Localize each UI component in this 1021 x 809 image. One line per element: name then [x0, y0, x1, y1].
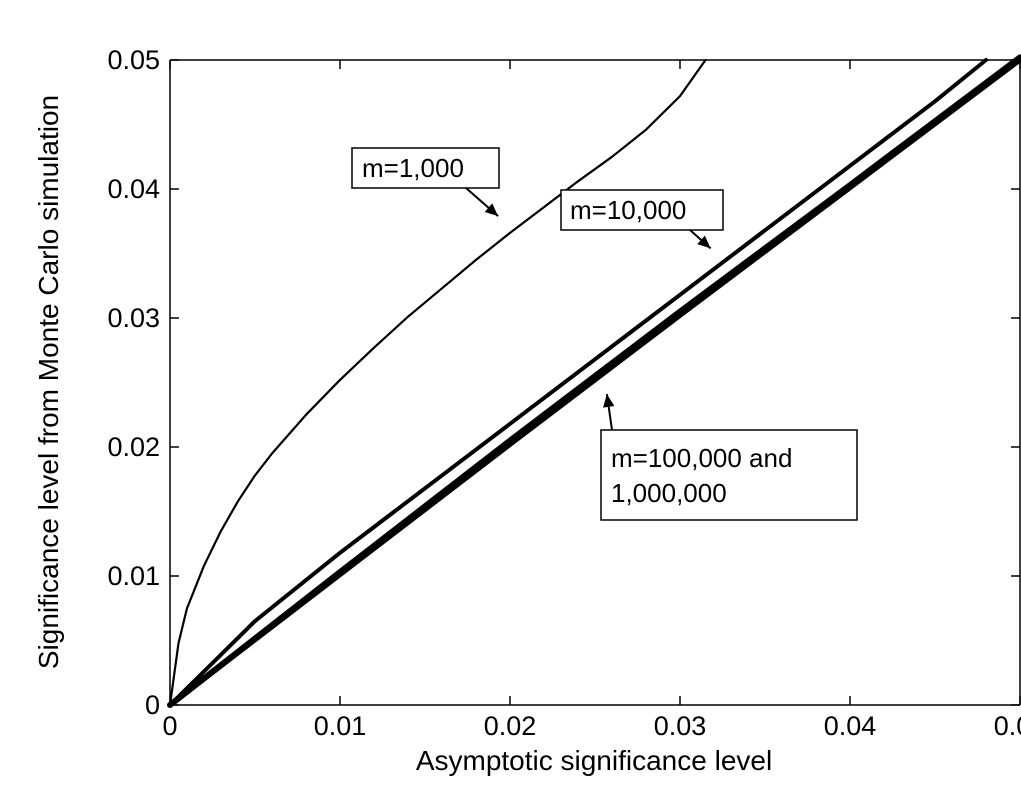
annotation-box: [351, 147, 500, 189]
x-tick-label: 0.01: [314, 711, 367, 741]
y-tick-label: 0.04: [107, 174, 160, 204]
annotation-box: [600, 429, 858, 521]
annotation-box: [560, 189, 724, 231]
axes-layer: [169, 59, 1021, 706]
x-tick-label: 0.05: [994, 711, 1021, 741]
annotations-layer: m=1,000 m=10,000 m=100,000 and 1,000,000: [351, 147, 858, 521]
annotation-arrowhead: [484, 203, 499, 217]
annotation-label: m=100,000 and: [611, 443, 792, 473]
y-axis-label: Significance level from Monte Carlo simu…: [33, 95, 64, 669]
annotation-arrowhead: [603, 394, 615, 408]
y-tick-label: 0.03: [107, 303, 160, 333]
y-tick-label: 0.02: [107, 432, 160, 462]
annotation-label: m=10,000: [570, 195, 686, 225]
series-line-1: [168, 58, 707, 707]
x-tick-label: 0.04: [824, 711, 877, 741]
annotation-label-line2: 1,000,000: [611, 478, 727, 508]
y-tick-label: 0: [145, 690, 160, 720]
y-tick-label: 0.05: [107, 45, 160, 75]
ticks-layer: 0 0.01 0.02 0.03 0.04 0.05 0 0.01 0.02 0.03 0.04 0.…: [107, 45, 1021, 741]
x-tick-label: 0: [162, 711, 177, 741]
y-tick-label: 0.01: [107, 561, 160, 591]
x-tick-label: 0.02: [484, 711, 537, 741]
x-tick-label: 0.03: [654, 711, 707, 741]
series-layer: [167, 54, 1021, 708]
series-line-4: [167, 57, 1021, 708]
series-line-2: [168, 58, 988, 707]
annotation-label: m=1,000: [362, 153, 464, 183]
x-axis-label: Asymptotic significance level: [416, 745, 772, 776]
annotation-arrowhead: [697, 235, 711, 249]
